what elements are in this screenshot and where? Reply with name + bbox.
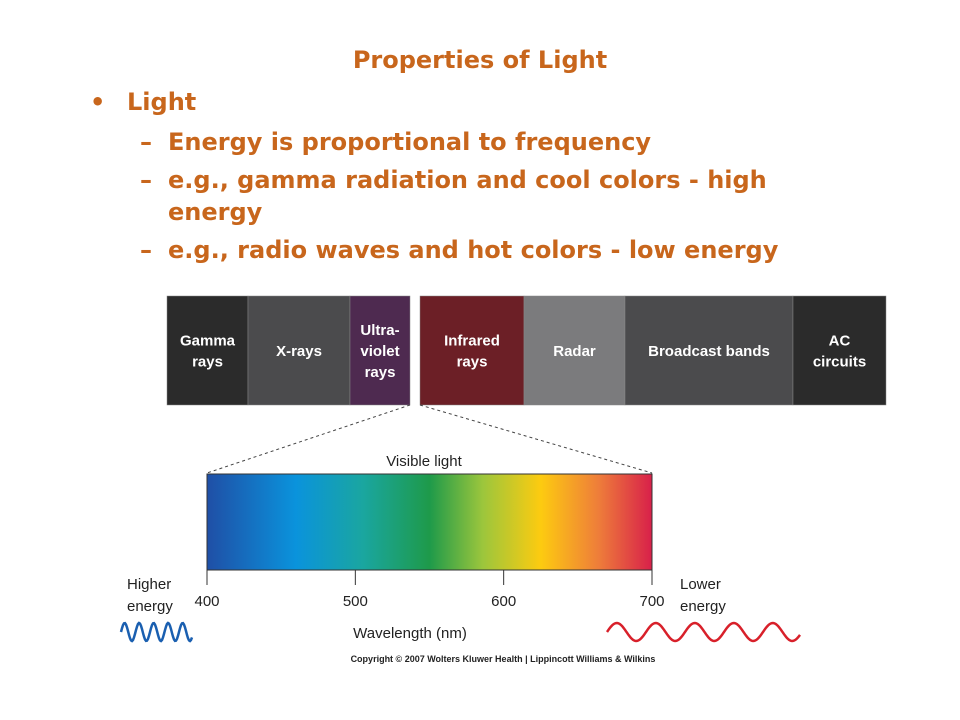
spectrum-band bbox=[792, 295, 887, 406]
title: Properties of Light bbox=[353, 46, 607, 74]
spectrum-band bbox=[247, 295, 351, 406]
bullet-mark: – bbox=[140, 236, 152, 264]
visible-label: Visible light bbox=[386, 453, 462, 470]
band-label: Gamma bbox=[180, 333, 236, 350]
short-wave bbox=[119, 621, 194, 643]
tick-label: 700 bbox=[639, 593, 664, 610]
zoom-line bbox=[206, 404, 411, 474]
spectrum-band bbox=[166, 295, 249, 406]
band-label: rays bbox=[192, 354, 223, 371]
spectrum-band bbox=[523, 295, 626, 406]
spectrum-band bbox=[349, 295, 411, 406]
bullet-text: e.g., gamma radiation and cool colors - … bbox=[168, 166, 767, 194]
long-wave bbox=[605, 621, 801, 643]
bullet-text: Light bbox=[127, 88, 196, 116]
band-label: X-rays bbox=[276, 343, 322, 360]
copyright: Copyright © 2007 Wolters Kluwer Health |… bbox=[351, 654, 656, 664]
spectrum-band bbox=[624, 295, 794, 406]
left-label: Higher bbox=[127, 576, 171, 593]
band-label: rays bbox=[457, 354, 488, 371]
axis-label: Wavelength (nm) bbox=[353, 625, 467, 642]
bullet-mark: • bbox=[90, 88, 105, 116]
band-label: Infrared bbox=[444, 333, 500, 350]
left-label: energy bbox=[127, 598, 173, 615]
bullet-text: Energy is proportional to frequency bbox=[168, 128, 651, 156]
tick-label: 600 bbox=[491, 593, 516, 610]
band-label: Radar bbox=[553, 343, 596, 360]
band-label: AC bbox=[829, 333, 851, 350]
bullet-text: energy bbox=[168, 198, 263, 226]
spectrum-band bbox=[419, 295, 525, 406]
bullet-text: e.g., radio waves and hot colors - low e… bbox=[168, 236, 779, 264]
bullet-mark: – bbox=[140, 166, 152, 194]
band-label: rays bbox=[365, 364, 396, 381]
band-label: Broadcast bands bbox=[648, 343, 770, 360]
band-label: violet bbox=[360, 343, 399, 360]
tick-label: 500 bbox=[343, 593, 368, 610]
visible-spectrum bbox=[206, 473, 653, 571]
tick-label: 400 bbox=[194, 593, 219, 610]
bullet-mark: – bbox=[140, 128, 152, 156]
right-label: energy bbox=[680, 598, 726, 615]
right-label: Lower bbox=[680, 576, 721, 593]
band-label: Ultra- bbox=[360, 322, 399, 339]
zoom-line bbox=[419, 404, 653, 474]
band-label: circuits bbox=[813, 354, 866, 371]
